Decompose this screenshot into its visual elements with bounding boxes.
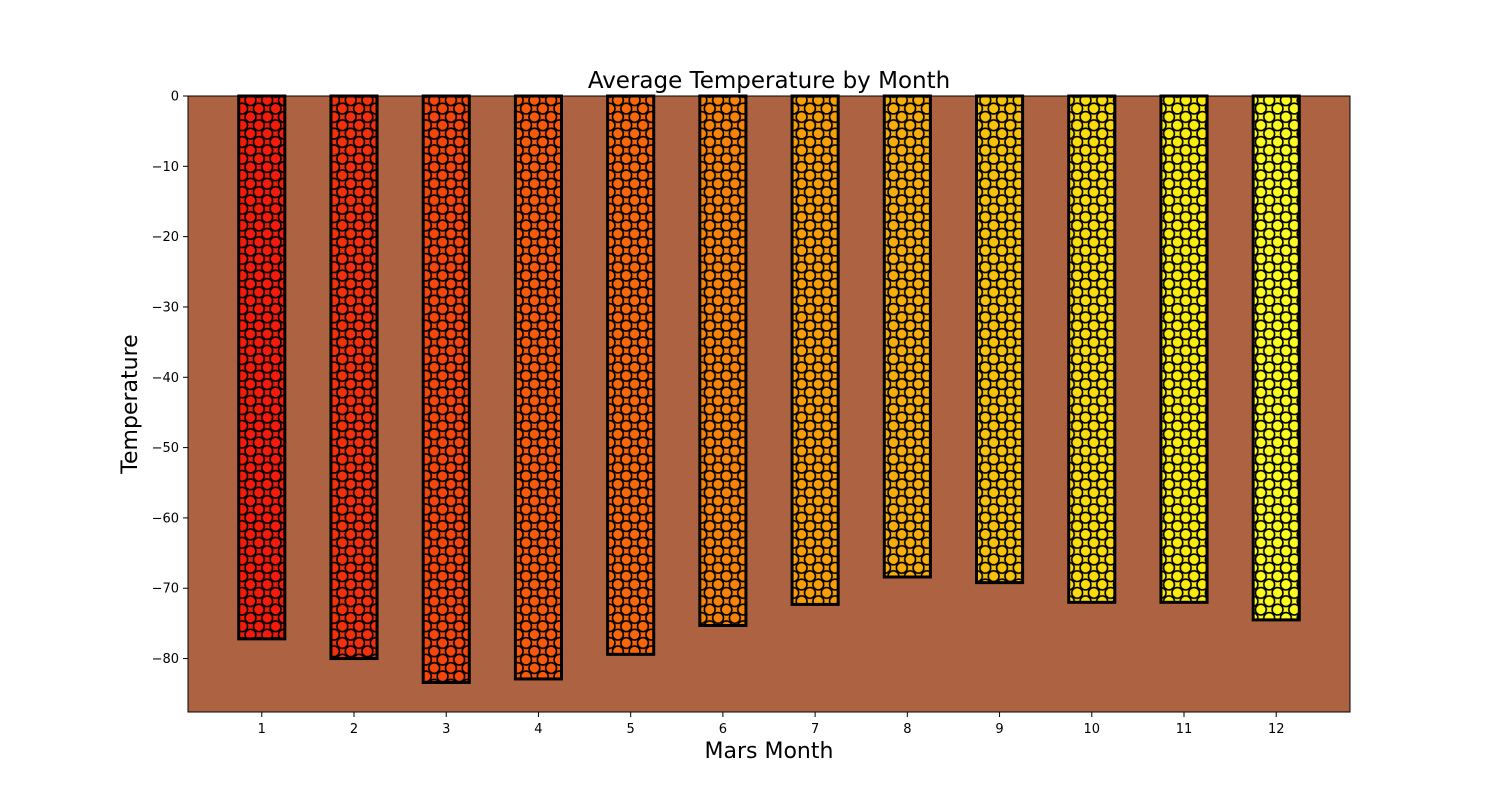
y-axis-ticks: 0 −10 −20 −30 −40 −50 −60 −70 −80 (152, 90, 188, 667)
bar-month-2 (329, 94, 379, 661)
x-tick-label: 11 (1176, 722, 1193, 737)
bar-month-10 (1067, 94, 1117, 604)
y-tick-label: −80 (152, 652, 179, 667)
y-tick-label: −60 (152, 511, 179, 526)
y-axis-label: Temperature (118, 334, 143, 474)
y-tick-label: −10 (152, 160, 179, 175)
bar-month-1 (237, 94, 287, 641)
y-tick-label: −50 (152, 441, 179, 456)
bar-month-3 (421, 94, 471, 684)
bar-month-12 (1251, 94, 1301, 622)
x-tick-label: 10 (1084, 722, 1101, 737)
plot-background (188, 96, 1350, 712)
x-tick-label: 9 (995, 722, 1003, 737)
x-tick-label: 8 (903, 722, 911, 737)
y-tick-label: −20 (152, 230, 179, 245)
x-tick-label: 5 (627, 722, 635, 737)
y-tick-label: 0 (171, 90, 179, 105)
x-tick-label: 3 (442, 722, 450, 737)
y-tick-label: −30 (152, 300, 179, 315)
bar-month-9 (975, 94, 1025, 585)
x-tick-label: 7 (811, 722, 819, 737)
x-tick-label: 12 (1268, 722, 1285, 737)
y-tick-label: −40 (152, 371, 179, 386)
bar-month-7 (790, 94, 840, 606)
bar-month-5 (606, 94, 656, 656)
y-tick-label: −70 (152, 582, 179, 597)
bars-layer (237, 94, 1301, 684)
bar-month-6 (698, 94, 748, 628)
x-axis-label: Mars Month (705, 739, 834, 764)
bar-month-4 (513, 94, 564, 681)
x-tick-label: 1 (258, 722, 266, 737)
x-axis-ticks: 1 2 3 4 5 6 7 8 9 10 11 12 (258, 712, 1285, 737)
bar-month-8 (882, 94, 932, 579)
x-tick-label: 2 (350, 722, 358, 737)
bar-month-11 (1159, 94, 1209, 604)
x-tick-label: 4 (534, 722, 542, 737)
x-tick-label: 6 (719, 722, 727, 737)
plot-frame (187, 95, 1351, 713)
chart-title: Average Temperature by Month (588, 68, 950, 94)
